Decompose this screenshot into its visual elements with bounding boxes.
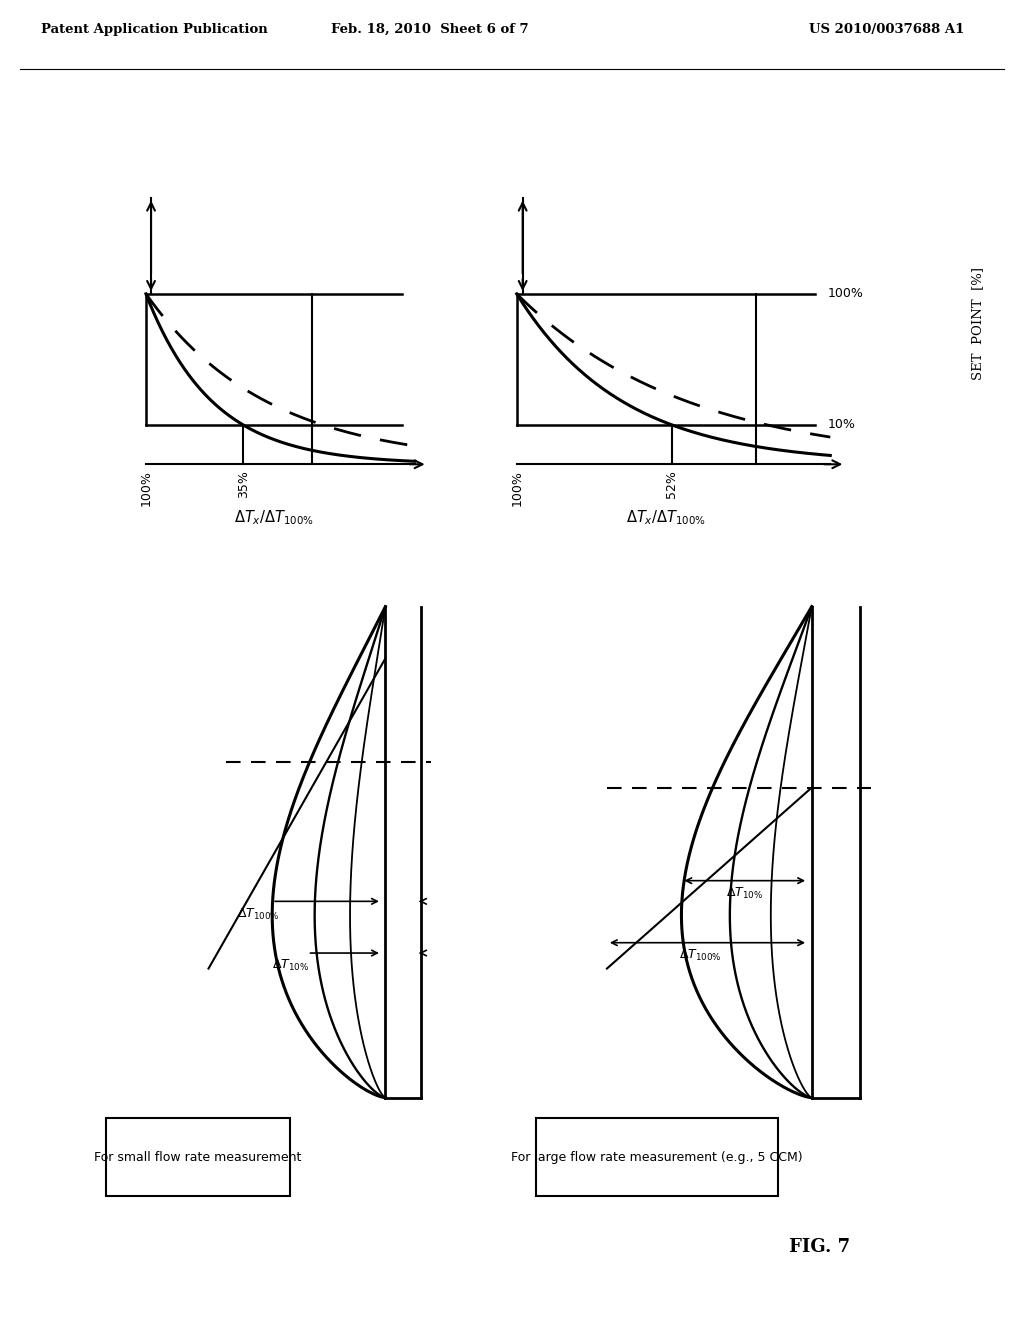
Text: 10%: 10% bbox=[827, 418, 855, 432]
Text: 100%: 100% bbox=[510, 470, 523, 506]
Text: 100%: 100% bbox=[139, 470, 153, 506]
Text: Feb. 18, 2010  Sheet 6 of 7: Feb. 18, 2010 Sheet 6 of 7 bbox=[332, 22, 528, 36]
Text: For large flow rate measurement (e.g., 5 CCM): For large flow rate measurement (e.g., 5… bbox=[511, 1151, 803, 1164]
Text: $\Delta T_{10\%}$: $\Delta T_{10\%}$ bbox=[272, 958, 309, 973]
Text: FIG. 7: FIG. 7 bbox=[788, 1238, 850, 1257]
Text: $\Delta T_x / \Delta T_{100\%}$: $\Delta T_x / \Delta T_{100\%}$ bbox=[626, 508, 707, 527]
Text: 52%: 52% bbox=[666, 470, 679, 498]
Bar bbox=[537, 1118, 778, 1196]
Text: 100%: 100% bbox=[827, 288, 863, 301]
Text: Patent Application Publication: Patent Application Publication bbox=[41, 22, 267, 36]
Text: $\Delta T_{100\%}$: $\Delta T_{100\%}$ bbox=[237, 907, 280, 921]
Text: $\Delta T_x / \Delta T_{100\%}$: $\Delta T_x / \Delta T_{100\%}$ bbox=[233, 508, 314, 527]
Text: $\Delta T_{100\%}$: $\Delta T_{100\%}$ bbox=[679, 948, 722, 964]
Text: SET  POINT  [%]: SET POINT [%] bbox=[972, 267, 984, 380]
Text: 35%: 35% bbox=[237, 470, 250, 498]
Text: US 2010/0037688 A1: US 2010/0037688 A1 bbox=[809, 22, 965, 36]
Text: For small flow rate measurement: For small flow rate measurement bbox=[94, 1151, 302, 1164]
Bar bbox=[105, 1118, 290, 1196]
Text: $\Delta T_{10\%}$: $\Delta T_{10\%}$ bbox=[726, 886, 763, 902]
